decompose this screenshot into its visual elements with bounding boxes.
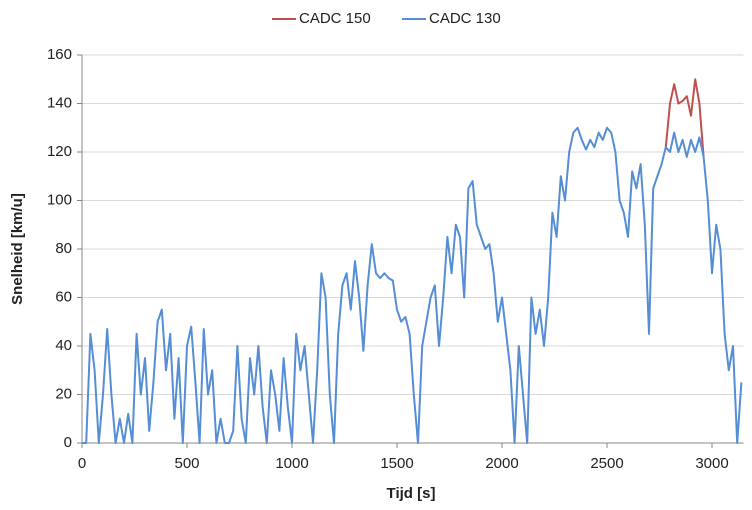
y-tick-label: 120 bbox=[47, 143, 72, 160]
y-tick-label: 80 bbox=[55, 240, 72, 257]
y-axis-label: Snelheid [km/u] bbox=[9, 193, 26, 305]
data-line bbox=[82, 126, 743, 444]
x-tick-label: 2500 bbox=[590, 455, 623, 472]
y-tick-label: 0 bbox=[64, 434, 72, 451]
y-tick-label: 160 bbox=[47, 46, 72, 63]
data-line bbox=[664, 78, 705, 157]
x-tick-label: 2000 bbox=[485, 455, 518, 472]
legend-label: CADC 150 bbox=[299, 10, 371, 27]
y-tick-label: 60 bbox=[55, 288, 72, 305]
x-tick-label: 500 bbox=[174, 455, 199, 472]
y-tick-label: 100 bbox=[47, 191, 72, 208]
x-tick-label: 1500 bbox=[380, 455, 413, 472]
legend-label: CADC 130 bbox=[429, 10, 501, 27]
x-tick-label: 3000 bbox=[695, 455, 728, 472]
y-tick-label: 140 bbox=[47, 94, 72, 111]
x-axis-label: Tijd [s] bbox=[387, 485, 436, 502]
y-tick-label: 40 bbox=[55, 337, 72, 354]
x-tick-label: 0 bbox=[78, 455, 86, 472]
x-tick-label: 1000 bbox=[275, 455, 308, 472]
y-tick-label: 20 bbox=[55, 385, 72, 402]
